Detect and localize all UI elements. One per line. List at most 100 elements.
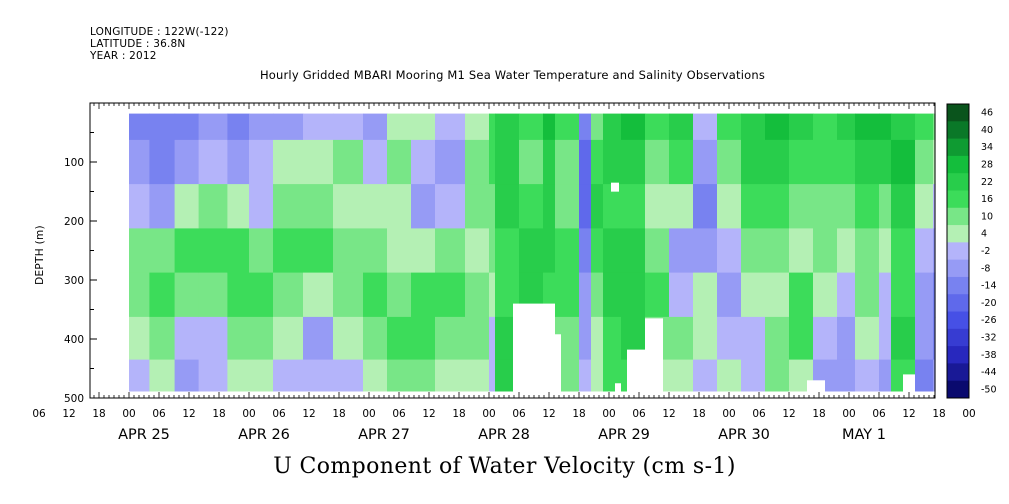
heatmap-cell: [411, 228, 436, 274]
heatmap-cell: [837, 359, 856, 392]
x-hour-label: 00: [722, 408, 735, 420]
colorbar-frame: [946, 103, 970, 399]
heatmap-cell: [693, 359, 718, 392]
heatmap-cell: [303, 113, 334, 141]
y-tick-label: 200: [64, 216, 84, 228]
heatmap-cell: [879, 272, 892, 318]
heatmap-cell: [198, 272, 228, 318]
heatmap-cell: [198, 139, 228, 185]
colorbar-label: -38: [981, 350, 997, 361]
heatmap-cell: [363, 272, 388, 318]
heatmap-cell: [855, 272, 880, 318]
x-hour-label: 12: [182, 408, 195, 420]
x-hour-label: 18: [572, 408, 585, 420]
colorbar-swatch: [947, 380, 969, 399]
heatmap-cell: [273, 228, 304, 274]
heatmap-cell: [879, 184, 892, 229]
x-hour-label: 00: [842, 408, 855, 420]
colorbar-swatch: [947, 138, 969, 157]
heatmap-cell: [387, 139, 412, 185]
x-hour-label: 12: [662, 408, 675, 420]
colorbar-swatch: [947, 190, 969, 209]
x-axis: 06 12 18 00 06 12 18 00 06 12 18 00 06 12 18 00 06 12 18 00…: [32, 103, 976, 443]
heatmap-cell: [249, 228, 274, 274]
longitude-label: LONGITUDE : 122W(-122): [90, 26, 229, 38]
x-hour-label: 18: [812, 408, 825, 420]
heatmap-cell: [489, 272, 496, 318]
heatmap-cell: [149, 359, 176, 392]
heatmap-cell: [621, 228, 646, 274]
heatmap-cell: [465, 272, 490, 318]
colorbar-swatch: [947, 207, 969, 226]
heatmap-cell: [149, 228, 176, 274]
heatmap-cell: [813, 228, 838, 274]
heatmap-cell: [129, 272, 150, 318]
heatmap-cell: [174, 113, 200, 141]
colorbar-label: -2: [981, 246, 990, 257]
colorbar-label: 10: [981, 211, 993, 222]
colorbar: 46 40 34 28 22 16 10 4 -2 -8 -14 -20 -26 -32 -38 -44 -50: [946, 103, 997, 399]
heatmap-cell: [489, 228, 496, 274]
missing-data-patch: [615, 383, 621, 393]
heatmap-cell: [273, 113, 304, 141]
heatmap-cell: [174, 184, 200, 229]
heatmap-cell: [387, 359, 412, 392]
heatmap-cell: [765, 228, 790, 274]
colorbar-swatch: [947, 104, 969, 122]
heatmap-cell: [891, 113, 916, 141]
heatmap-cell: [741, 139, 766, 185]
heatmap-cell: [579, 228, 592, 274]
heatmap-cell: [273, 359, 304, 392]
heatmap-cell: [855, 113, 880, 141]
heatmap-cell: [363, 316, 388, 361]
heatmap-cell: [855, 359, 880, 392]
heatmap-cell: [591, 184, 604, 229]
heatmap-cell: [333, 113, 364, 141]
heatmap-cell: [915, 139, 934, 185]
heatmap-cell: [303, 184, 334, 229]
heatmap-cell: [579, 184, 592, 229]
colorbar-label: 4: [981, 229, 987, 240]
heatmap-cell: [933, 139, 936, 185]
x-hour-label: 06: [752, 408, 766, 420]
x-day-label: APR 26: [238, 427, 290, 443]
heatmap-cell: [149, 184, 176, 229]
heatmap-cell: [273, 272, 304, 318]
missing-data-patch: [627, 349, 645, 393]
heatmap-cell: [645, 139, 670, 185]
heatmap-cell: [933, 359, 936, 392]
heatmap-cell: [813, 139, 838, 185]
heatmap-cell: [435, 139, 466, 185]
x-hour-label: 12: [542, 408, 555, 420]
x-hour-label: 18: [932, 408, 945, 420]
heatmap-cell: [789, 139, 814, 185]
heatmap-cell: [915, 316, 934, 361]
heatmap-cell: [333, 359, 364, 392]
heatmap-cell: [891, 139, 916, 185]
heatmap-cell: [933, 184, 936, 229]
heatmap-cell: [603, 113, 622, 141]
colorbar-label: -32: [981, 332, 997, 343]
heatmap-cell: [591, 113, 604, 141]
heatmap-cell: [333, 272, 364, 318]
heatmap-cell: [765, 184, 790, 229]
heatmap-cell: [855, 316, 880, 361]
heatmap-cell: [489, 113, 496, 141]
chart-title: Hourly Gridded MBARI Mooring M1 Sea Wate…: [259, 68, 766, 82]
heatmap-cell: [273, 316, 304, 361]
heatmap-cell: [813, 272, 838, 318]
colorbar-label: 28: [981, 160, 993, 171]
heatmap-cell: [603, 184, 622, 229]
y-tick-label: 300: [64, 275, 84, 287]
colorbar-label: -44: [981, 367, 997, 378]
heatmap-cell: [465, 113, 490, 141]
x-hour-label: 06: [152, 408, 166, 420]
heatmap-cell: [435, 113, 466, 141]
heatmap-cell: [765, 113, 790, 141]
heatmap-cell: [717, 228, 742, 274]
heatmap-cell: [813, 184, 838, 229]
heatmap-cell: [227, 359, 250, 392]
heatmap-cell: [765, 316, 790, 361]
x-day-label: APR 29: [598, 427, 650, 443]
heatmap-cell: [717, 113, 742, 141]
